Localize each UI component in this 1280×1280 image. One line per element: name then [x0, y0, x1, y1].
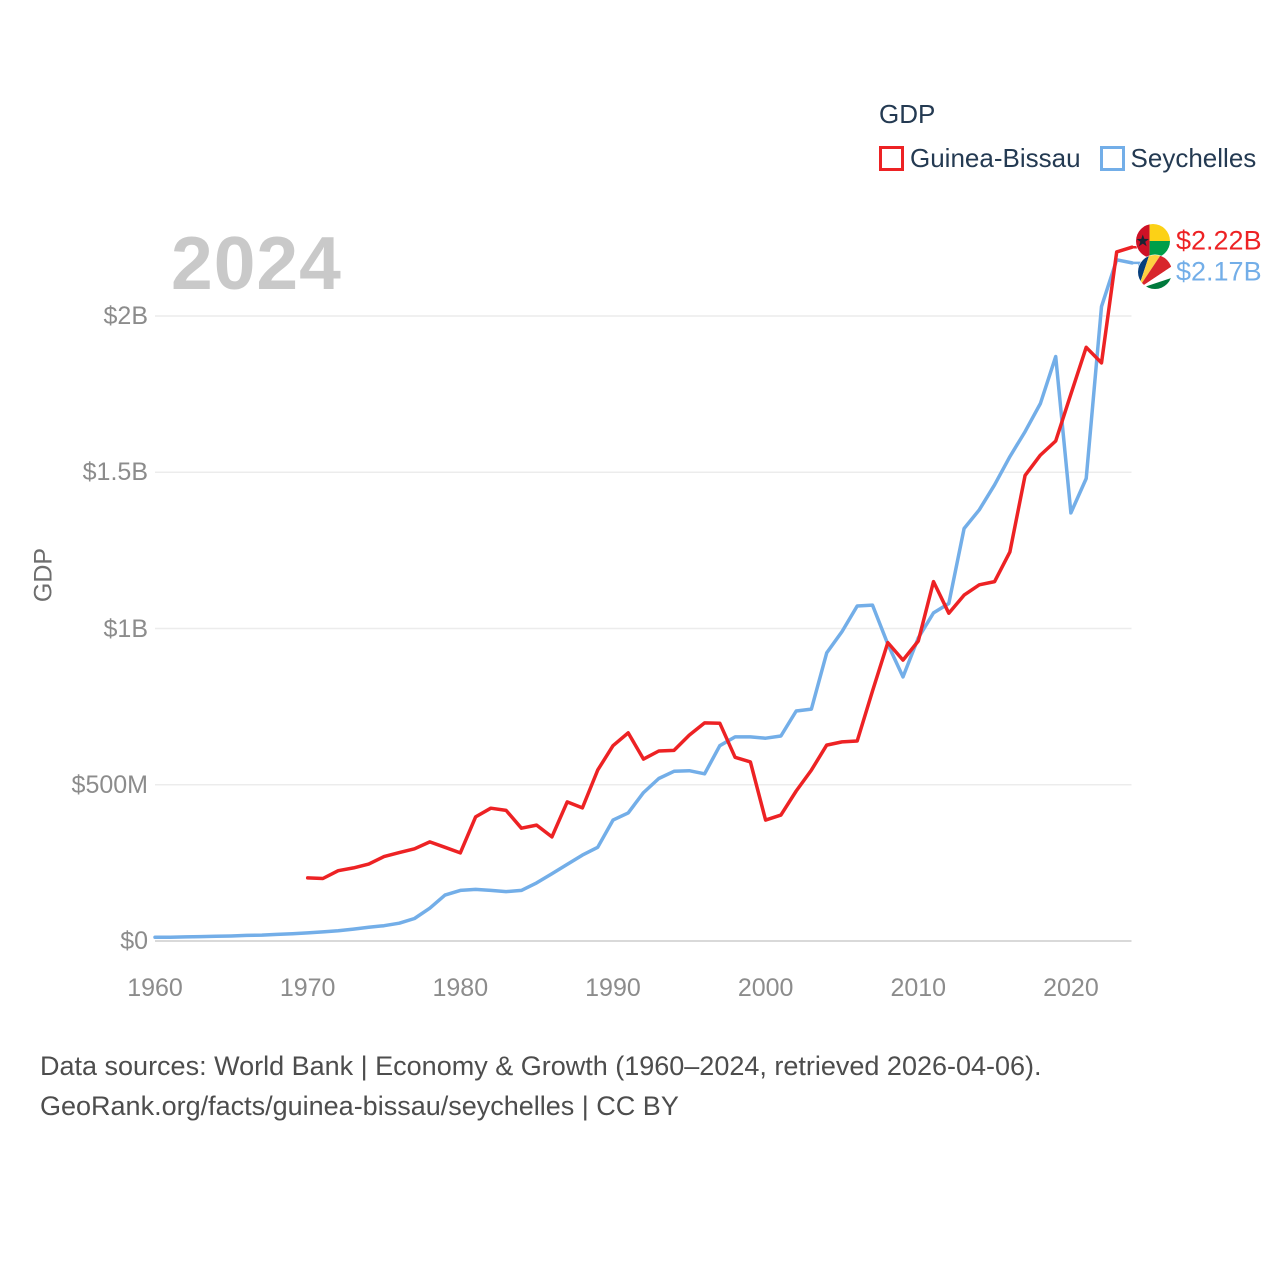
y-tick-label: $0: [120, 927, 148, 955]
seychelles-swatch-icon: [1099, 146, 1125, 171]
x-tick-label: 2000: [737, 974, 794, 1002]
footer-attribution-line: GeoRank.org/facts/guinea-bissau/seychell…: [40, 1091, 679, 1121]
series-line-seychelles: [153, 258, 1134, 940]
x-tick-label: 1970: [279, 974, 336, 1002]
legend-item-guinea-bissau[interactable]: Guinea-Bissau: [879, 143, 1081, 174]
x-tick-label: 2010: [890, 974, 947, 1002]
y-tick-label: $2B: [103, 302, 148, 330]
x-tick-label: 2020: [1043, 974, 1099, 1002]
guinea-bissau-swatch-icon: [879, 146, 904, 171]
y-tick-label: $1B: [103, 614, 148, 643]
footer-sources-line: Data sources: World Bank | Economy & Gro…: [40, 1051, 1042, 1081]
legend-label-guinea-bissau: Guinea-Bissau: [910, 143, 1081, 173]
series-lines: [153, 245, 1134, 940]
series-line-guinea-bissau: [305, 245, 1134, 881]
end-value-seychelles: $2.17B: [1176, 256, 1262, 287]
y-tick-label: $1.5B: [82, 458, 148, 487]
y-tick-label: $500M: [71, 770, 148, 799]
guinea-bissau-flag-icon: [1135, 223, 1171, 259]
footer: Data sources: World Bank | Economy & Gro…: [40, 1046, 1042, 1126]
year-watermark: 2024: [171, 221, 342, 305]
legend-label-seychelles: Seychelles: [1130, 143, 1257, 173]
gridlines: [155, 315, 1132, 942]
x-tick-label: 1980: [432, 974, 489, 1002]
legend-title: GDP: [879, 99, 936, 129]
x-tick-label: 1960: [127, 974, 183, 1002]
end-value-guinea-bissau: $2.22B: [1176, 225, 1262, 256]
seychelles-flag-icon: [1137, 254, 1173, 290]
legend-row: Guinea-Bissau Seychelles: [879, 143, 1256, 174]
legend-item-seychelles[interactable]: Seychelles: [1099, 143, 1257, 174]
x-tick-label: 1990: [585, 974, 641, 1002]
legend: GDP Guinea-Bissau Seychelles: [879, 100, 1256, 174]
